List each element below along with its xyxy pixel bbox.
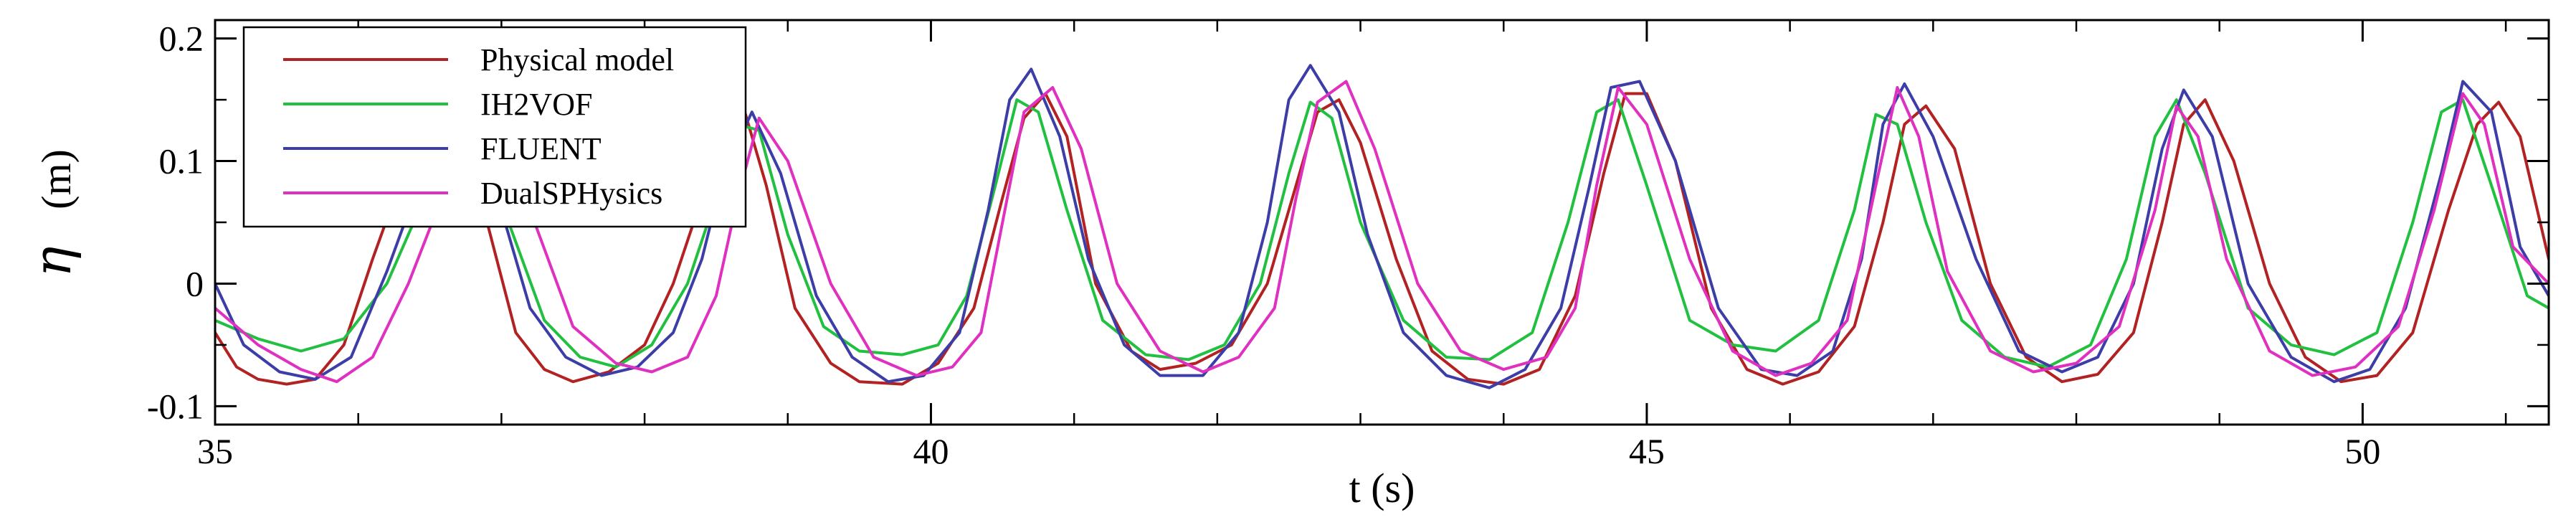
- y-tick-label: 0.1: [159, 141, 204, 181]
- y-tick-label: -0.1: [147, 386, 204, 426]
- legend-label-physical-model: Physical model: [480, 42, 674, 77]
- legend-label-fluent: FLUENT: [480, 131, 602, 166]
- legend-label-ih2vof: IH2VOF: [480, 87, 592, 122]
- x-tick-label: 40: [913, 431, 949, 471]
- y-axis-unit: (m): [33, 149, 80, 209]
- series-line-dualsphysics: [215, 80, 2549, 384]
- series-line-physical-model: [215, 92, 2549, 386]
- legend: Physical model IH2VOF FLUENT DualSPHysics: [242, 26, 747, 228]
- y-tick-label: 0: [186, 263, 204, 303]
- ticks-layer: 35 40 45 50 -0.1 0 0.1 0.2: [147, 19, 2549, 471]
- series-layer: [215, 64, 2549, 389]
- legend-label-dualsphysics: DualSPHysics: [480, 176, 662, 211]
- y-axis-symbol: η: [22, 246, 82, 277]
- series-line-ih2vof: [215, 98, 2549, 369]
- x-tick-label: 50: [2344, 431, 2380, 471]
- y-axis-label: η (m): [22, 149, 82, 277]
- x-axis-label: t (s): [1349, 465, 1415, 511]
- x-tick-label: 45: [1629, 431, 1665, 471]
- y-tick-label: 0.2: [159, 19, 204, 59]
- x-tick-label: 35: [197, 431, 233, 471]
